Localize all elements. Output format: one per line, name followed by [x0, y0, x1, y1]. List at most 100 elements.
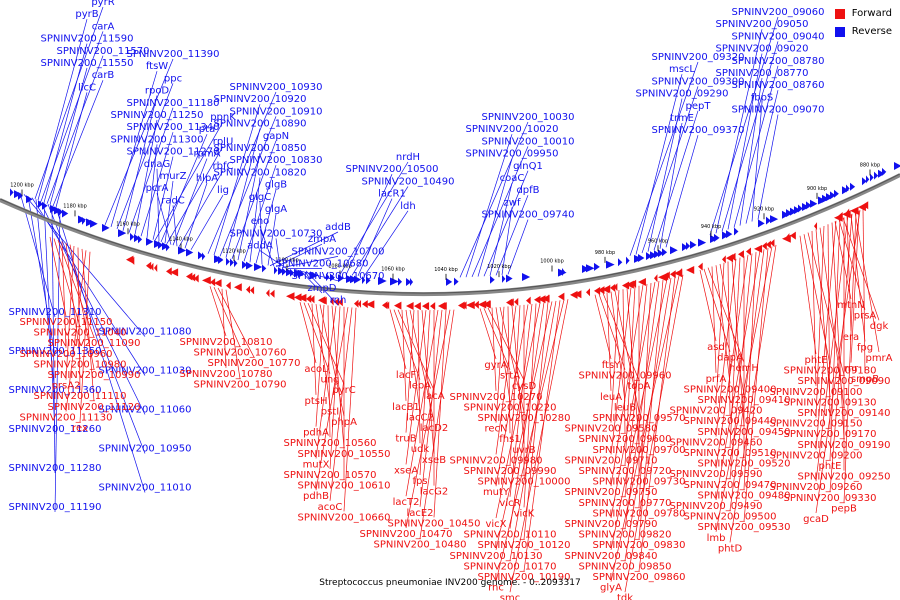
reverse-gene-feature [626, 256, 630, 265]
label-leader [217, 287, 255, 358]
label-leader [638, 276, 676, 572]
label-leader [715, 258, 737, 437]
reverse-gene-feature [366, 276, 371, 285]
gene-label: SPNINV200_10830 [229, 155, 322, 166]
label-leader [104, 58, 174, 226]
reverse-gene-feature [90, 219, 98, 228]
gene-label: SPNINV200_10820 [213, 167, 306, 178]
gene-label: SPNINV200_10000 [477, 477, 570, 488]
label-leader [52, 80, 104, 207]
gene-label: acoL [304, 364, 328, 375]
gene-label: SPNINV200_10670 [291, 271, 384, 282]
forward-gene-feature [722, 255, 726, 264]
gene-label: rbfC [213, 161, 234, 172]
reverse-gene-feature [770, 215, 779, 224]
forward-gene-feature [654, 274, 658, 283]
tick-label: 1080 kbp [328, 263, 352, 269]
gene-label: SPNINV200_10470 [359, 529, 452, 540]
label-leader [166, 146, 224, 244]
gene-label: SPNINV200_10110 [463, 530, 556, 541]
gene-label: SPNINV200_11030 [98, 366, 191, 377]
label-leader [225, 289, 241, 379]
gene-label: fbpS [751, 92, 774, 103]
gene-label: SPNINV200_09050 [715, 19, 808, 30]
label-leader [275, 243, 323, 268]
reverse-gene-feature [606, 260, 615, 269]
gene-label: cysD [512, 381, 537, 392]
forward-gene-feature [538, 295, 546, 304]
reverse-gene-feature [502, 274, 506, 283]
label-leader [34, 6, 104, 200]
gene-label: SPNINV200_11260 [8, 424, 101, 435]
label-leader [65, 250, 87, 412]
label-leader [393, 309, 421, 380]
label-leader [405, 309, 439, 497]
label-leader [842, 217, 880, 321]
gene-label: rnc [488, 583, 504, 594]
gene-label: SPNINV200_09330 [783, 493, 876, 504]
forward-gene-feature [298, 293, 307, 302]
forward-gene-feature [606, 284, 611, 293]
label-leader [721, 41, 779, 232]
gene-label: SPNINV200_10570 [283, 470, 376, 481]
gene-label: mscL [669, 64, 695, 75]
gene-label: SPNINV200_09470 [683, 480, 776, 491]
gene-label: ftsW [146, 61, 168, 72]
label-leader [665, 135, 699, 248]
gene-label: addA [247, 241, 273, 252]
gene-label: leuA [600, 392, 622, 403]
label-leader [209, 286, 227, 337]
reverse-gene-feature [38, 200, 43, 209]
forward-gene-feature [394, 301, 402, 310]
gene-labels: pyrRpyrBcarASPNINV200_11590SPNINV200_115… [8, 0, 892, 600]
gene-label: SPNINV200_10020 [465, 124, 558, 135]
gene-label: SPNINV200_10030 [481, 112, 574, 123]
gene-label: ppc [164, 73, 182, 84]
tick-label: 1060 kbp [381, 267, 405, 273]
forward-gene-feature [270, 289, 275, 298]
gene-label: SPNINV200_10890 [213, 119, 306, 130]
label-leader [815, 225, 825, 418]
forward-gene-feature [762, 242, 767, 251]
gene-label: SPNINV200_10270 [449, 392, 542, 403]
gene-label: SPNINV200_10910 [229, 106, 322, 117]
reverse-gene-feature [490, 275, 495, 284]
gene-label: SPNINV200_10120 [477, 540, 570, 551]
reverse-gene-feature [586, 264, 595, 273]
reverse-gene-feature [726, 230, 733, 239]
forward-gene-feature [130, 256, 135, 265]
label-leader [495, 305, 517, 455]
gene-label: SPNINV200_09730 [592, 477, 685, 488]
gene-label: SPNINV200_09590 [669, 469, 762, 480]
label-leader [523, 300, 561, 572]
gene-label: pyrB [75, 9, 98, 20]
gene-label: SPNINV200_11090 [47, 338, 140, 349]
gene-label: pyrR [91, 0, 114, 8]
gene-label: SPNINV200_09250 [797, 472, 890, 483]
gene-label: smc [500, 593, 520, 600]
gene-label: coaC [500, 173, 525, 184]
reverse-gene-feature [338, 274, 345, 283]
label-leader [487, 307, 525, 381]
gene-label: SPNINV200_10680 [275, 259, 368, 270]
label-leader [65, 243, 81, 359]
reverse-gene-feature [242, 260, 248, 269]
gene-label: SPNINV200_10960 [19, 349, 112, 360]
label-leader [831, 222, 845, 439]
label-leader [509, 303, 533, 497]
gene-label: trmE [670, 113, 694, 124]
label-leader [315, 306, 337, 459]
label-leader [405, 309, 451, 529]
label-leader [635, 74, 683, 255]
reverse-gene-feature [638, 253, 645, 262]
label-leader [152, 156, 174, 240]
gene-label: SPNINV200_10780 [179, 369, 272, 380]
forward-gene-feature [586, 288, 591, 297]
forward-gene-feature [738, 250, 744, 259]
tick-label: 1020 kbp [487, 264, 511, 270]
gene-label: SPNINV200_09100 [769, 387, 862, 398]
label-leader [19, 192, 56, 318]
label-leader [471, 146, 529, 278]
